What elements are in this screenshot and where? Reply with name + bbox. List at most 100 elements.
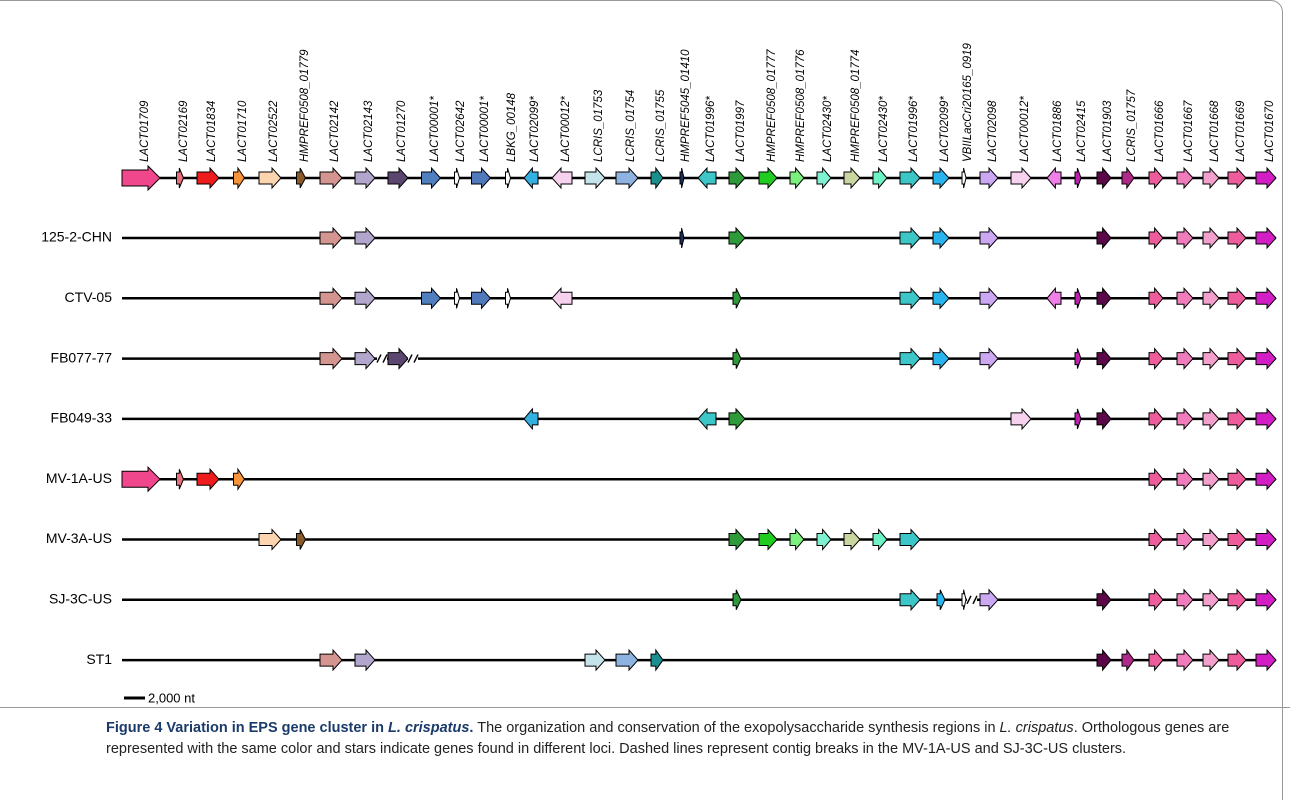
gene-arrow [1010, 407, 1032, 431]
gene-arrow [899, 588, 921, 612]
gene-arrow [1202, 407, 1220, 431]
caption-part: L. crispatus [388, 720, 470, 736]
scale-label: 2,000 nt [148, 690, 195, 705]
gene-arrow [1202, 226, 1220, 250]
gene-label: LCRIS_01754 [625, 90, 637, 162]
caption: Figure 4 Variation in EPS gene cluster i… [106, 718, 1276, 760]
gene-label: LCRIS_01753 [593, 89, 605, 162]
contig-break-mark [376, 354, 382, 363]
gene-arrow [650, 648, 664, 672]
gene-arrow [872, 528, 888, 551]
gene-arrow [1096, 166, 1112, 190]
gene-arrow [1227, 286, 1247, 310]
gene-label: HMPREF0508_01774 [850, 49, 862, 162]
caption-rule [0, 707, 1290, 708]
caption-part: . [469, 720, 474, 736]
gene-arrow [296, 529, 307, 550]
gene-arrow [899, 347, 921, 370]
gene-label: LACT02430* [878, 96, 890, 162]
gene-arrow [1176, 166, 1194, 190]
gene-arrow [1202, 286, 1220, 310]
gene-label: LACT01667 [1183, 100, 1195, 162]
gene-arrow [523, 166, 539, 190]
gene-arrow [296, 167, 307, 189]
gene-label: LACT02143 [363, 100, 375, 162]
gene-label: LACT02099* [529, 96, 541, 162]
gene-label: LACT02142 [329, 100, 341, 162]
gene-arrow [1176, 347, 1194, 370]
gene-arrow [932, 347, 950, 370]
gene-label: HMPREF0508_01779 [299, 49, 311, 162]
gene-arrow [551, 286, 573, 310]
gene-label: LACT01666 [1154, 100, 1166, 162]
gene-label: LACT02098 [987, 100, 999, 162]
gene-label: LACT01996* [908, 96, 920, 162]
gene-arrow [899, 166, 921, 190]
gene-label: LACT02522 [268, 100, 280, 162]
gene-arrow [679, 227, 685, 249]
gene-label: LACT01996* [705, 96, 717, 162]
gene-arrow [471, 286, 492, 310]
gene-label: LACT02430* [822, 96, 834, 162]
gene-arrow [816, 528, 832, 551]
gene-arrow [319, 286, 343, 310]
gene-arrow [932, 226, 950, 250]
gene-arrow [728, 166, 746, 190]
gene-arrow [961, 167, 967, 189]
gene-arrow [454, 288, 461, 309]
gene-label: LACT02099* [939, 96, 951, 162]
gene-label: LACT01710 [237, 100, 249, 162]
gene-arrow [1176, 588, 1194, 612]
gene-arrow [1074, 408, 1082, 430]
gene-label: HMPREF0508_01777 [766, 49, 778, 162]
gene-arrow [1255, 407, 1277, 431]
gene-arrow [233, 467, 246, 491]
gene-arrow [1202, 588, 1220, 612]
gene-arrow [732, 348, 742, 369]
gene-arrow [728, 407, 746, 431]
contig-break-mark [382, 354, 388, 363]
gene-arrow [1227, 467, 1247, 491]
gene-arrow [758, 166, 778, 190]
gene-arrow [1046, 286, 1062, 310]
caption-part: The organization and conservation of the… [473, 720, 1000, 736]
gene-arrow [979, 166, 999, 190]
strain-name: FB077-77 [51, 349, 113, 365]
gene-arrow [979, 226, 999, 250]
gene-arrow [1096, 226, 1112, 250]
gene-arrow [732, 288, 742, 309]
gene-arrow [319, 648, 343, 672]
gene-arrow [1074, 167, 1082, 189]
gene-arrow [872, 166, 888, 190]
gene-arrow [1176, 226, 1194, 250]
gene-arrow [1202, 648, 1220, 672]
contig-break-mark [972, 595, 978, 605]
gene-arrow [176, 167, 185, 189]
gene-arrow [1255, 226, 1277, 250]
strain-name: FB049-33 [51, 410, 113, 426]
gene-arrow [387, 347, 409, 370]
contig-break [967, 596, 977, 603]
gene-arrow [471, 166, 492, 190]
gene-arrow [1176, 467, 1194, 491]
gene-arrow [1176, 407, 1194, 431]
contig-break [408, 355, 418, 362]
gene-arrow [697, 407, 717, 431]
gene-arrow [843, 528, 861, 551]
gene-arrow [1148, 347, 1164, 370]
gene-label: VBIILacCri20165_0919 [962, 42, 974, 162]
gene-arrow [1096, 407, 1112, 431]
gene-arrow [979, 347, 999, 370]
gene-arrow [899, 286, 921, 310]
gene-arrow [1176, 286, 1194, 310]
gene-arrow [1121, 166, 1135, 190]
gene-arrow [899, 528, 921, 551]
gene-label: LACT02415 [1076, 100, 1088, 162]
gene-arrow [1096, 648, 1112, 672]
gene-label: LACT01270 [396, 100, 408, 162]
gene-arrow [354, 166, 376, 190]
gene-arrow [176, 469, 185, 490]
gene-arrow [1227, 166, 1247, 190]
gene-label: HMPREF0508_01776 [795, 49, 807, 162]
gene-arrow [936, 589, 946, 611]
